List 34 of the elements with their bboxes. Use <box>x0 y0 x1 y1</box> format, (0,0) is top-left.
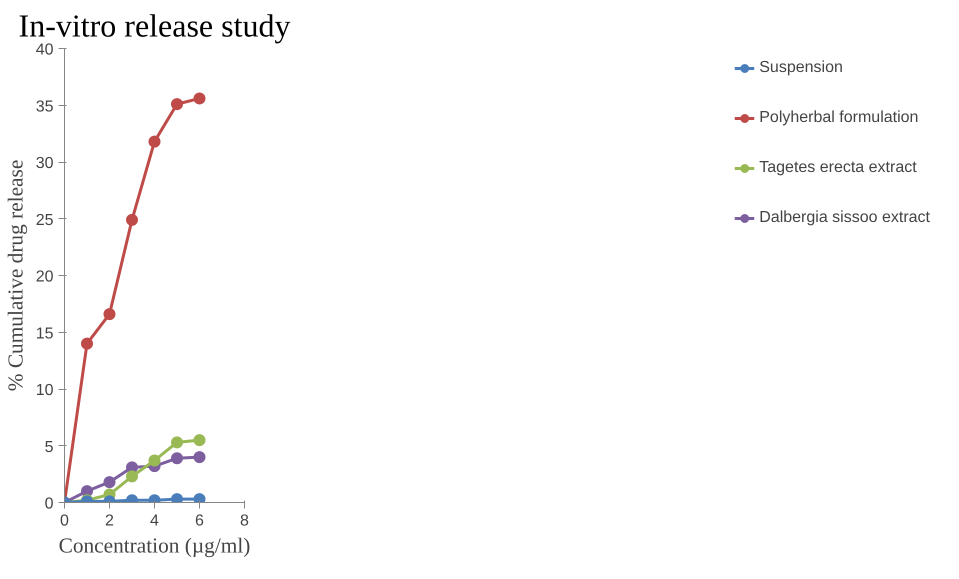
y-tick-label: 10 <box>36 382 54 399</box>
y-tick-label: 40 <box>36 42 54 58</box>
point <box>104 476 116 488</box>
point <box>148 136 160 148</box>
y-tick-label: 35 <box>36 98 54 116</box>
point <box>171 436 183 448</box>
y-tick-label: 20 <box>36 268 54 286</box>
legend-label: Suspension <box>759 59 843 77</box>
point <box>126 470 138 482</box>
point <box>81 338 93 350</box>
point <box>104 308 116 320</box>
y-tick-label: 25 <box>36 212 54 229</box>
y-axis-title: % Cumulative drug release <box>4 160 28 392</box>
x-tick-label: 4 <box>150 512 160 530</box>
x-tick-label: 6 <box>195 512 204 530</box>
y-tick-label: 0 <box>44 496 54 512</box>
x-axis-title: Concentration (µg/ml) <box>58 534 250 558</box>
point <box>171 452 183 464</box>
point <box>126 214 138 226</box>
point <box>194 451 206 464</box>
x-tick-label: 0 <box>60 512 70 530</box>
point <box>194 92 206 104</box>
point <box>148 454 160 466</box>
x-tick-label: 2 <box>105 512 114 530</box>
point <box>194 434 206 446</box>
legend-label: Polyherbal formulation <box>759 109 918 127</box>
legend-label: Dalbergia sissoo extract <box>759 209 930 227</box>
y-tick-label: 5 <box>44 438 54 456</box>
x-tick-label: 8 <box>240 512 250 530</box>
legend-label: Tagetes erecta extract <box>759 159 917 177</box>
point <box>171 98 183 110</box>
y-tick-label: 30 <box>36 155 54 172</box>
chart-title: In-vitro release study <box>18 8 290 44</box>
y-tick-label: 15 <box>36 325 54 342</box>
